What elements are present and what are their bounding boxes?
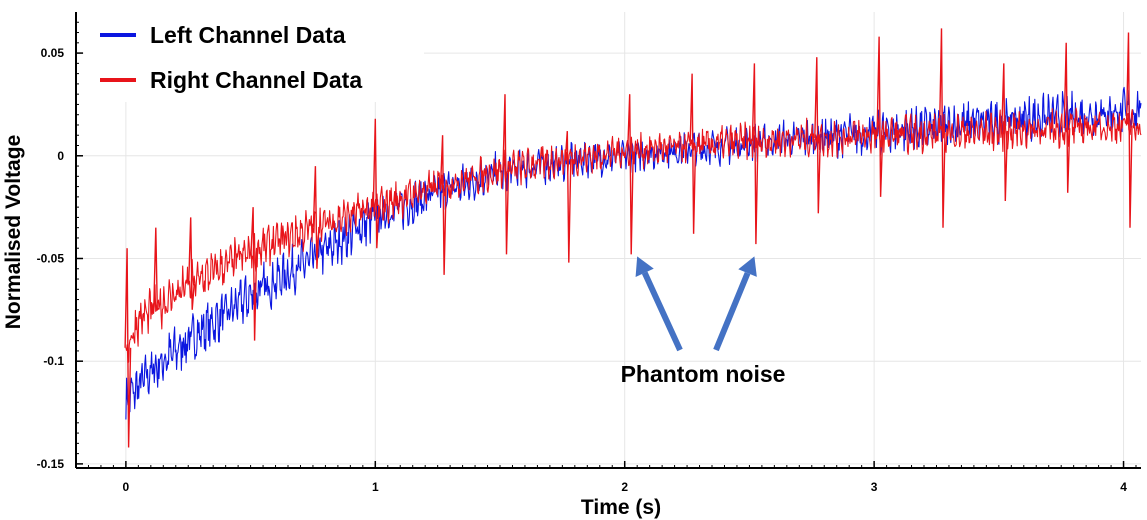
noise-spike — [938, 28, 946, 228]
noise-spike — [689, 73, 697, 234]
noise-spike — [502, 94, 510, 255]
annotation-arrow — [641, 271, 683, 352]
noise-spike — [312, 166, 320, 269]
y-tick-label: -0.05 — [37, 251, 65, 265]
x-axis-title: Time (s) — [581, 496, 661, 519]
x-tick-label: 3 — [871, 480, 878, 494]
series-line — [125, 107, 1142, 364]
y-axis-title: Normalised Voltage — [2, 135, 25, 330]
annotation: Phantom noise — [621, 256, 786, 387]
noise-spike — [564, 131, 572, 263]
legend: Left Channel Data Right Channel Data — [84, 10, 424, 102]
noise-spike — [627, 94, 634, 255]
legend-box — [84, 10, 424, 102]
noise-spike — [1125, 32, 1133, 228]
noise-spike — [439, 135, 447, 275]
noise-spike — [372, 118, 380, 249]
noise-spike — [153, 227, 160, 312]
annotation-arrowhead — [738, 256, 757, 277]
noise-spike — [1001, 63, 1008, 202]
y-tick-label: 0.05 — [41, 46, 65, 60]
y-tick-label: 0 — [57, 149, 64, 163]
annotation-arrowhead — [635, 256, 654, 277]
annotation-text: Phantom noise — [621, 361, 786, 387]
axes: 0.05 0 -0.05 -0.1 -0.15 0 1 2 3 4 — [37, 12, 1141, 494]
annotation-arrow — [713, 271, 751, 352]
noise-spike — [814, 57, 821, 214]
noise-spike — [876, 36, 884, 197]
legend-label: Left Channel Data — [150, 22, 346, 48]
x-tick-label: 2 — [621, 480, 628, 494]
y-tick-label: -0.15 — [37, 457, 65, 471]
x-tick-label: 1 — [372, 480, 379, 494]
series-right-channel — [124, 28, 1142, 448]
noise-spike — [250, 207, 258, 341]
noise-spike — [188, 217, 195, 310]
noise-spike — [124, 248, 132, 448]
x-tick-label: 4 — [1120, 480, 1127, 494]
noise-spike — [1063, 42, 1071, 193]
noise-spike — [751, 63, 759, 245]
x-tick-label: 0 — [123, 480, 130, 494]
legend-label: Right Channel Data — [150, 67, 362, 93]
plot-area — [124, 28, 1142, 448]
y-tick-label: -0.1 — [43, 354, 64, 368]
